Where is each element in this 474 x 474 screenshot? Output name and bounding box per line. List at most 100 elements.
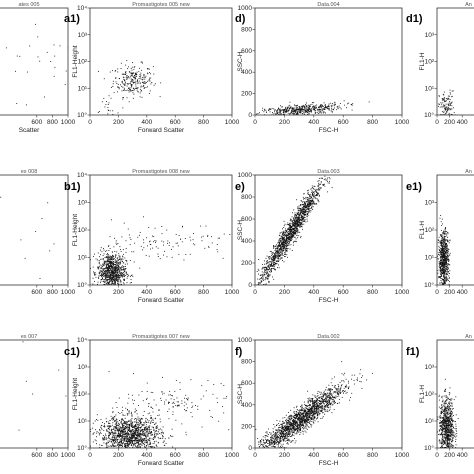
- data-point: [319, 107, 321, 109]
- data-point: [279, 111, 281, 113]
- data-point: [289, 230, 291, 232]
- data-point: [281, 249, 283, 251]
- data-point: [294, 222, 296, 224]
- data-point: [317, 185, 319, 187]
- data-point: [304, 202, 306, 204]
- data-point: [130, 439, 132, 441]
- data-point: [442, 268, 444, 270]
- data-point: [100, 432, 102, 434]
- data-point: [438, 276, 439, 278]
- data-point: [328, 164, 329, 165]
- data-point: [132, 62, 133, 63]
- data-point: [144, 80, 146, 82]
- data-point: [100, 254, 101, 256]
- data-point: [107, 261, 108, 263]
- data-point: [295, 221, 297, 223]
- data-point: [298, 217, 300, 219]
- data-point: [114, 278, 116, 280]
- x-tick-label: 1000: [61, 289, 76, 296]
- data-point: [295, 218, 297, 220]
- data-point: [293, 224, 294, 226]
- data-point: [293, 233, 295, 234]
- data-point: [441, 260, 443, 261]
- data-point: [109, 264, 111, 266]
- data-point: [324, 185, 326, 187]
- data-point: [114, 256, 116, 258]
- data-point: [443, 250, 445, 252]
- data-point: [121, 275, 122, 277]
- data-point: [441, 282, 443, 284]
- data-point: [107, 282, 109, 284]
- data-point: [142, 86, 144, 88]
- data-point: [289, 238, 291, 240]
- data-point: [290, 234, 292, 236]
- data-point: [448, 271, 449, 272]
- data-point: [113, 262, 115, 264]
- data-point: [20, 239, 22, 241]
- data-point: [443, 260, 445, 262]
- data-point: [117, 280, 118, 282]
- data-point: [293, 231, 295, 233]
- data-point: [440, 250, 442, 252]
- data-point: [259, 282, 261, 284]
- data-point: [443, 274, 445, 276]
- data-point: [125, 251, 127, 253]
- data-point: [270, 268, 272, 269]
- data-point: [115, 422, 117, 424]
- data-point: [111, 283, 113, 285]
- data-point: [94, 439, 96, 441]
- x-tick-label: 0: [253, 119, 257, 126]
- data-point: [302, 228, 303, 230]
- data-point: [115, 272, 117, 274]
- data-point: [312, 108, 314, 110]
- data-point: [440, 263, 442, 265]
- data-point: [120, 281, 122, 283]
- data-point: [124, 83, 126, 85]
- data-point: [319, 112, 321, 114]
- data-point: [105, 275, 107, 277]
- data-point: [313, 191, 315, 193]
- data-point: [37, 56, 39, 58]
- data-point: [152, 421, 154, 423]
- y-tick-label: 400: [241, 238, 252, 245]
- data-point: [291, 212, 293, 214]
- data-point: [303, 219, 305, 220]
- data-point: [318, 188, 319, 190]
- data-point: [147, 72, 149, 74]
- data-point: [439, 217, 441, 219]
- data-point: [270, 261, 272, 263]
- data-point: [119, 246, 121, 248]
- data-point: [317, 186, 319, 187]
- data-point: [105, 256, 107, 258]
- data-point: [267, 260, 268, 262]
- plot-title: Data.004: [317, 2, 339, 8]
- data-point: [204, 247, 206, 249]
- data-point: [296, 214, 298, 215]
- data-point: [290, 106, 292, 108]
- data-point: [121, 90, 123, 92]
- data-point: [107, 260, 109, 262]
- data-point: [268, 280, 270, 282]
- data-point: [103, 249, 105, 251]
- data-point: [300, 209, 302, 211]
- data-point: [315, 198, 317, 200]
- data-point: [297, 223, 299, 225]
- data-point: [155, 417, 157, 419]
- data-point: [295, 233, 297, 234]
- data-point: [280, 252, 282, 254]
- data-point: [117, 272, 119, 274]
- data-point: [131, 274, 133, 276]
- data-point: [295, 238, 297, 240]
- data-point: [278, 253, 280, 255]
- data-point: [318, 107, 320, 109]
- data-point: [441, 239, 443, 241]
- data-point: [95, 273, 97, 275]
- data-point: [308, 210, 310, 212]
- data-point: [294, 220, 296, 222]
- data-point: [126, 60, 128, 62]
- data-point: [445, 239, 447, 240]
- data-point: [285, 251, 287, 253]
- data-point: [442, 266, 444, 268]
- data-point: [279, 256, 281, 257]
- data-point: [274, 252, 276, 254]
